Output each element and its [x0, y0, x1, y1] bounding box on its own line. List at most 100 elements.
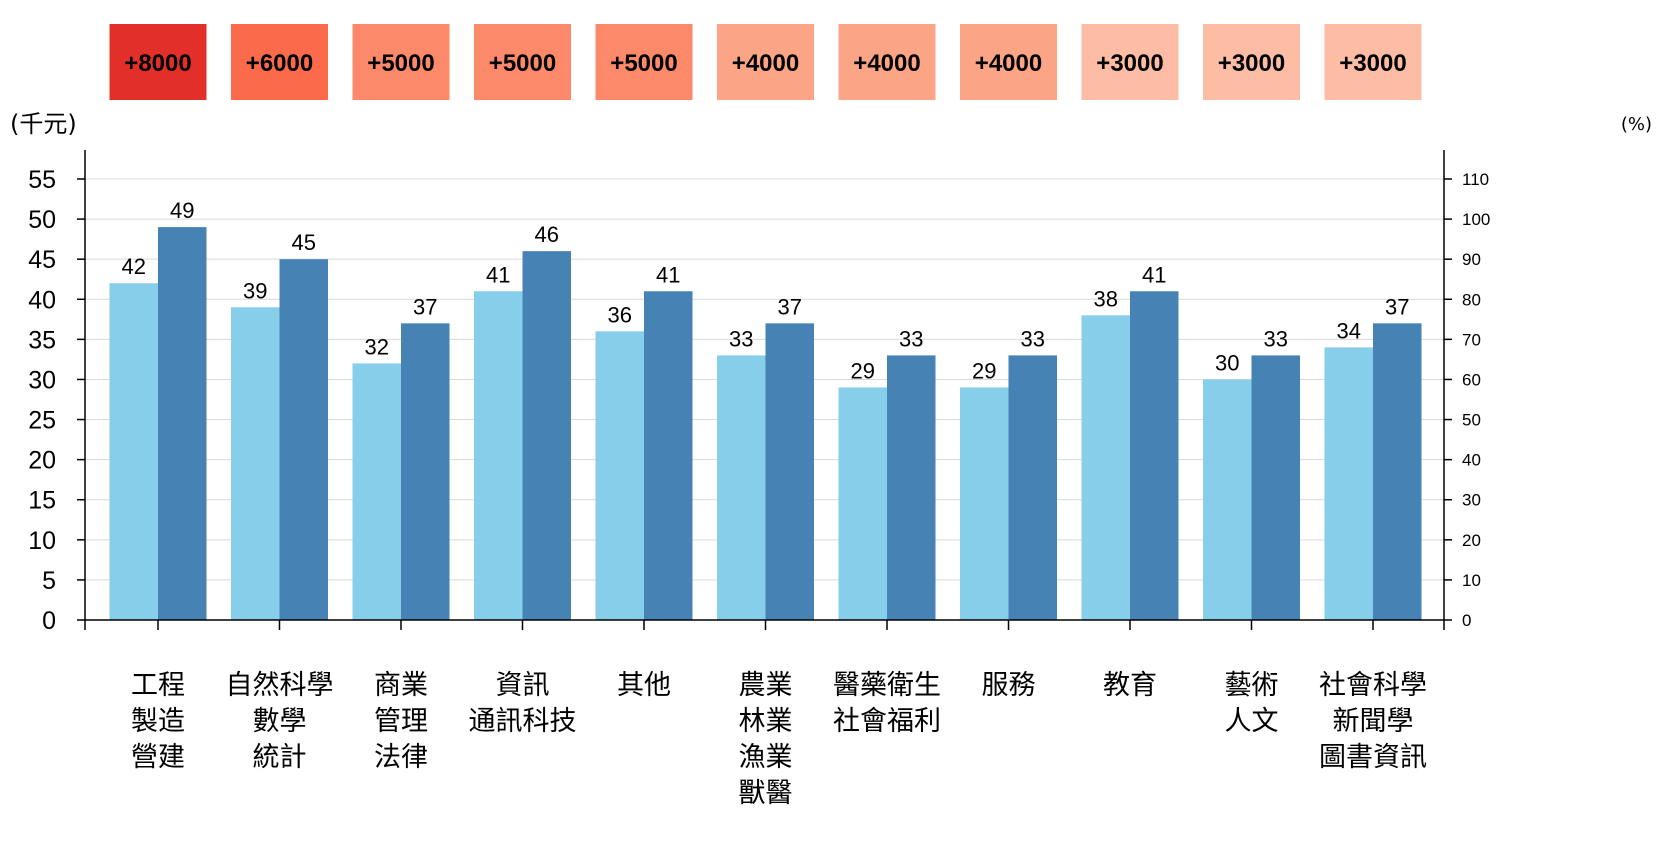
difference-box — [717, 24, 814, 100]
data-label-series-2: 37 — [1385, 294, 1409, 319]
data-labels: 42 49 39 45 32 37 41 46 36 41 33 37 29 33 29 33 38 41 30 33… — [122, 198, 1410, 383]
category-label-line: 工程 — [131, 670, 185, 701]
category-label-line: 新聞學 — [1333, 706, 1414, 737]
y2-tick-label: 20 — [1462, 531, 1481, 550]
category-label-line: 通訊科技 — [469, 706, 577, 737]
difference-box — [1081, 24, 1179, 100]
difference-box — [474, 24, 571, 100]
y-tick-label: 45 — [28, 246, 56, 274]
y-tick-label: 30 — [28, 366, 56, 394]
bar-series-2 — [522, 251, 571, 620]
y-tick-label: 55 — [28, 166, 56, 194]
category-label: 自然科學數學統計 — [226, 670, 334, 773]
data-label-series-1: 41 — [486, 262, 510, 287]
category-label-line: 醫藥衛生 — [833, 670, 941, 701]
y2-tick-label: 70 — [1462, 330, 1481, 349]
bar-series-1 — [1081, 315, 1130, 620]
y-tick-label: 15 — [28, 487, 56, 515]
bar-series-2 — [401, 323, 450, 620]
y-tick-label: 0 — [42, 607, 56, 635]
category-label-line: 數學 — [253, 706, 307, 737]
bar-series-1 — [109, 283, 158, 620]
category-label: 服務 — [982, 670, 1036, 701]
y-tick-label: 40 — [28, 286, 56, 314]
bar-series-2 — [279, 259, 328, 620]
bars — [109, 227, 1422, 621]
bar-series-2 — [158, 227, 207, 621]
category-label-line: 資訊 — [496, 670, 550, 701]
bar-series-2 — [887, 355, 936, 620]
bar-series-1 — [838, 387, 887, 620]
bar-series-2 — [765, 323, 814, 620]
difference-label: +3000 — [1339, 50, 1406, 77]
bar-series-1 — [231, 307, 280, 620]
difference-label: +3000 — [1096, 50, 1163, 77]
category-label: 其他 — [617, 670, 671, 701]
difference-label: +4000 — [975, 50, 1042, 77]
y2-tick-label: 90 — [1462, 250, 1481, 269]
bar-series-1 — [352, 363, 401, 620]
y2-tick-label: 110 — [1462, 170, 1489, 189]
bar-series-2 — [1008, 355, 1057, 620]
difference-box — [1324, 24, 1422, 100]
axes: 0 5 10 15 20 25 30 35 40 45 50 55 0 10 20 30 40 50 60 70 80 9… — [28, 150, 1490, 635]
data-label-series-1: 32 — [365, 334, 389, 359]
category-label-line: 教育 — [1103, 670, 1157, 701]
y2-axis-unit-label: (%) — [1621, 114, 1652, 135]
category-label-line: 自然科學 — [226, 670, 334, 701]
difference-label: +5000 — [489, 50, 556, 77]
category-label-line: 社會福利 — [833, 706, 941, 737]
category-label-line: 林業 — [739, 706, 793, 737]
y-tick-label: 35 — [28, 326, 56, 354]
category-label: 商業管理法律 — [374, 670, 428, 773]
data-label-series-2: 33 — [1264, 326, 1288, 351]
category-label-line: 製造 — [131, 706, 185, 737]
difference-box — [231, 24, 328, 100]
difference-box — [960, 24, 1057, 100]
data-label-series-2: 41 — [656, 262, 680, 287]
category-label-line: 法律 — [374, 742, 428, 773]
data-label-series-1: 33 — [729, 326, 753, 351]
category-label-line: 社會科學 — [1319, 670, 1427, 701]
bar-series-2 — [1130, 291, 1179, 620]
category-label: 農業林業漁業獸醫 — [739, 670, 793, 809]
data-label-series-2: 33 — [1021, 326, 1045, 351]
difference-label: +4000 — [732, 50, 799, 77]
difference-label: +6000 — [246, 50, 313, 77]
bar-series-1 — [1203, 379, 1252, 620]
difference-box — [352, 24, 450, 100]
bar-series-1 — [595, 331, 644, 620]
category-label-line: 統計 — [253, 742, 307, 773]
y2-tick-label: 80 — [1462, 290, 1481, 309]
difference-box — [109, 24, 207, 100]
category-label-line: 漁業 — [739, 742, 793, 773]
data-label-series-1: 39 — [243, 278, 267, 303]
data-label-series-2: 37 — [413, 294, 437, 319]
category-label-line: 獸醫 — [739, 778, 793, 809]
difference-box — [1203, 24, 1300, 100]
bar-series-2 — [1373, 323, 1422, 620]
bar-series-1 — [1324, 347, 1373, 620]
difference-label: +5000 — [367, 50, 434, 77]
data-label-series-2: 37 — [778, 294, 802, 319]
category-label-line: 管理 — [374, 706, 428, 737]
y2-tick-label: 30 — [1462, 491, 1481, 510]
difference-boxes: +8000 +6000 +5000 +5000 +5000 +4000 +4000 +4000… — [109, 24, 1422, 100]
category-label-line: 人文 — [1225, 706, 1279, 737]
y2-tick-label: 100 — [1462, 210, 1490, 229]
data-label-series-2: 41 — [1142, 262, 1166, 287]
data-label-series-2: 33 — [899, 326, 923, 351]
y-axis-unit-label: (千元) — [10, 110, 77, 138]
difference-box — [595, 24, 693, 100]
bar-series-2 — [644, 291, 693, 620]
y2-tick-label: 60 — [1462, 370, 1481, 389]
bar-series-1 — [717, 355, 766, 620]
category-label-line: 其他 — [617, 670, 671, 701]
y-tick-label: 25 — [28, 407, 56, 435]
y-tick-label: 10 — [28, 527, 56, 555]
y2-tick-label: 10 — [1462, 571, 1481, 590]
y-tick-label: 20 — [28, 447, 56, 475]
data-label-series-1: 30 — [1215, 350, 1239, 375]
data-label-series-2: 46 — [535, 222, 559, 247]
